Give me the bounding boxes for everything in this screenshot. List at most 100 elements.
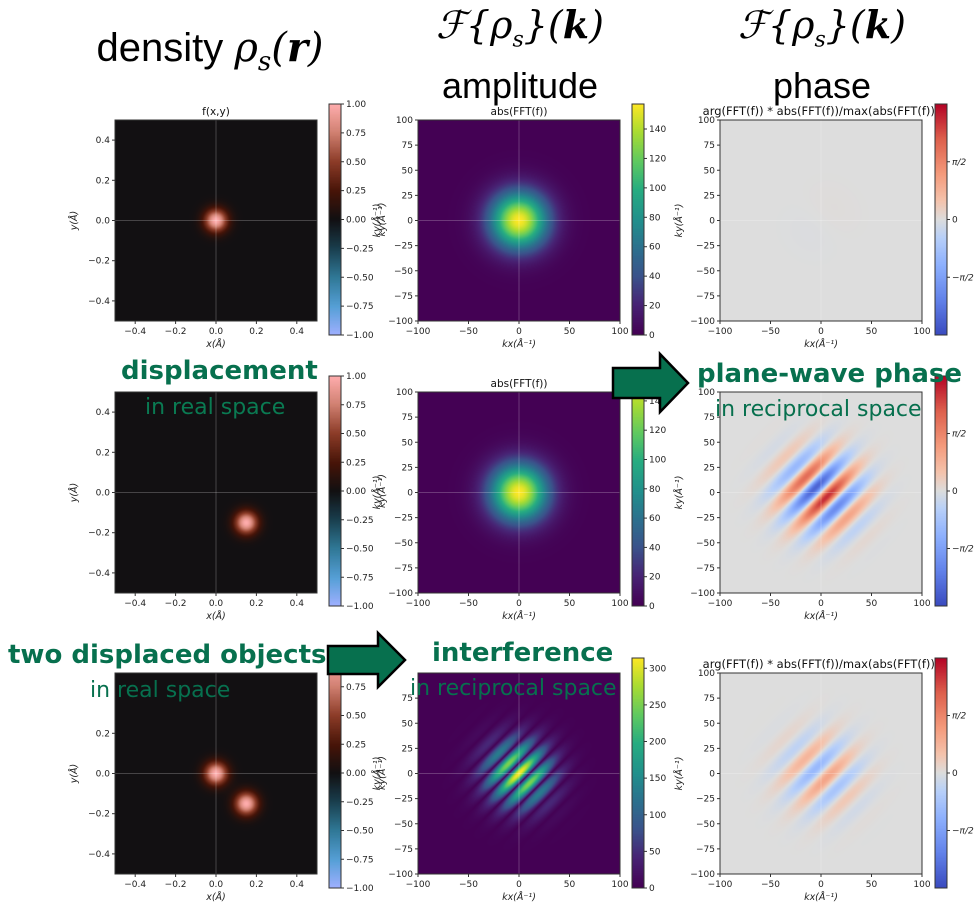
colorbar-r3c3 bbox=[935, 658, 947, 888]
plot-title: abs(FFT(f)) bbox=[491, 106, 548, 118]
y-tick-label: 50 bbox=[704, 438, 716, 448]
y-axis-label: y(Å) bbox=[68, 211, 80, 232]
colorbar-tick-label: −0.75 bbox=[346, 573, 374, 583]
x-tick-label: −50 bbox=[761, 327, 780, 337]
colorbar-tick-label: −0.50 bbox=[346, 827, 374, 837]
y-tick-label: 25 bbox=[402, 744, 413, 754]
x-tick-label: −50 bbox=[459, 880, 478, 890]
y-tick-label: 0 bbox=[407, 770, 413, 780]
y-tick-label: 100 bbox=[698, 388, 715, 398]
y-tick-label: 0.2 bbox=[96, 176, 110, 186]
y-tick-label: −25 bbox=[696, 514, 715, 524]
heatmap-r3c1 bbox=[115, 673, 317, 874]
colorbar-axis-r1c2: 140 120 100 80 60 40 20 0 bbox=[631, 103, 666, 341]
colorbar-tick-label: 300 bbox=[649, 664, 666, 674]
colorbar-tick-label: π/2 bbox=[952, 158, 966, 168]
y-tick-label: −0.2 bbox=[88, 810, 110, 820]
colorbar-tick-label: 40 bbox=[649, 543, 661, 553]
x-tick-label: −0.4 bbox=[124, 599, 146, 609]
y-tick-label: 0 bbox=[709, 770, 715, 780]
y-axis-label: ky(Å⁻¹) bbox=[371, 204, 383, 238]
colorbar-tick-label: π/2 bbox=[952, 712, 966, 722]
header-amplitude-math: ℱ{ρs}(k) bbox=[436, 2, 604, 53]
y-axis-label: ky(Å⁻¹) bbox=[673, 476, 685, 510]
colorbar-tick-label: 0 bbox=[649, 884, 655, 894]
colorbar-tick-label: 0 bbox=[952, 216, 958, 226]
rho-symbol: ρ bbox=[234, 25, 258, 71]
y-axis-label: y(Å) bbox=[68, 483, 80, 504]
annotation-plane-wave: plane-wave phase bbox=[697, 359, 962, 389]
colorbar-tick-label: 60 bbox=[649, 514, 661, 524]
colorbar-tick-label: 0 bbox=[952, 769, 958, 779]
y-axis-label: ky(Å⁻¹) bbox=[673, 757, 685, 791]
y-tick-label: −100 bbox=[690, 870, 715, 880]
colorbar-tick-label: 0 bbox=[952, 487, 958, 497]
x-tick-label: 50 bbox=[866, 880, 878, 890]
colorbar-r2c2 bbox=[632, 376, 644, 606]
y-tick-label: −0.2 bbox=[88, 529, 110, 539]
colorbar-frame bbox=[631, 103, 645, 336]
colorbar-tick-label: 1.00 bbox=[346, 100, 366, 110]
header-density-label: density bbox=[96, 26, 235, 70]
colorbar-tick-label: 0.50 bbox=[346, 430, 366, 440]
y-tick-label: 75 bbox=[402, 413, 413, 423]
x-axis-label: kx(Å⁻¹) bbox=[804, 891, 838, 903]
colorbar-axis-r2c1: 1.00 0.75 0.50 0.25 0.00 −0.25 −0.50 −0.75 −1.00… bbox=[328, 372, 388, 612]
y-tick-label: −100 bbox=[388, 317, 413, 327]
annotation-two-objects: two displaced objects bbox=[8, 640, 327, 670]
heatmap-r3c3 bbox=[720, 673, 922, 874]
colorbar-axis-r3c3: π/2 0 −π/2 bbox=[934, 657, 974, 889]
axes-r2c1: −0.4 −0.2 0.0 0.2 0.4 0.4 0.2 0.0 −0.2 −0.4 x(Å) y(… bbox=[68, 391, 318, 622]
y-tick-label: −50 bbox=[696, 539, 715, 549]
colorbar-r1c2 bbox=[632, 104, 644, 335]
axes-r2c2: abs(FFT(f)) −100 −50 0 50 100 100 75 50 25 0 −25 −50… bbox=[371, 378, 629, 622]
colorbar-label: ky(Å⁻¹) bbox=[376, 203, 388, 237]
x-tick-label: −100 bbox=[708, 599, 733, 609]
colorbar-tick-label: 100 bbox=[649, 184, 666, 194]
header-amplitude: ℱ{ρs}(k) amplitude bbox=[390, 2, 650, 108]
colorbar-tick-label: 0.75 bbox=[346, 401, 366, 411]
x-tick-label: 0.2 bbox=[249, 599, 263, 609]
colorbar-r1c3 bbox=[935, 104, 947, 335]
y-tick-label: −50 bbox=[394, 267, 413, 277]
y-tick-label: −50 bbox=[696, 267, 715, 277]
header-phase-math: ℱ{ρs}(k) bbox=[738, 2, 906, 53]
x-tick-label: 0.2 bbox=[249, 327, 263, 337]
y-tick-label: 100 bbox=[698, 669, 715, 679]
colorbar-tick-label: −1.00 bbox=[346, 331, 374, 341]
axes-r1c3: arg(FFT(f)) * abs(FFT(f))/max(abs(FFT(f)… bbox=[673, 104, 939, 350]
y-tick-label: 75 bbox=[402, 141, 413, 151]
y-tick-label: 50 bbox=[402, 719, 414, 729]
colorbar-tick-label: 0.00 bbox=[346, 487, 366, 497]
colorbar-tick-label: 140 bbox=[649, 397, 666, 407]
x-tick-label: 100 bbox=[913, 880, 930, 890]
y-tick-label: 25 bbox=[704, 463, 715, 473]
x-axis-label: kx(Å⁻¹) bbox=[502, 891, 536, 903]
colorbar-tick-label: π/2 bbox=[952, 430, 966, 440]
y-tick-label: −75 bbox=[394, 564, 413, 574]
y-tick-label: −25 bbox=[696, 795, 715, 805]
plot-title: f(x,y) bbox=[202, 106, 230, 118]
y-tick-label: 100 bbox=[396, 388, 413, 398]
x-tick-label: 0 bbox=[818, 599, 824, 609]
x-tick-label: 0 bbox=[818, 327, 824, 337]
x-tick-label: 100 bbox=[913, 327, 930, 337]
y-axis-label: ky(Å⁻¹) bbox=[371, 757, 383, 791]
y-tick-label: −50 bbox=[394, 539, 413, 549]
y-tick-label: −100 bbox=[388, 589, 413, 599]
y-tick-label: −0.4 bbox=[88, 850, 110, 860]
x-axis-label: kx(Å⁻¹) bbox=[804, 610, 838, 622]
colorbar-tick-label: 50 bbox=[649, 847, 661, 857]
x-tick-label: 0.4 bbox=[290, 880, 305, 890]
x-tick-label: −0.4 bbox=[124, 880, 146, 890]
colorbar-tick-label: −π/2 bbox=[952, 545, 974, 555]
colorbar-r3c2 bbox=[632, 658, 644, 888]
heatmap-r3c2 bbox=[418, 673, 620, 874]
colorbar-label: ky(Å⁻¹) bbox=[376, 756, 388, 790]
colorbar-tick-label: 80 bbox=[649, 485, 661, 495]
annotation-displacement-sub: in real space bbox=[145, 395, 286, 420]
heatmap-r2c2 bbox=[418, 392, 620, 593]
header-phase: ℱ{ρs}(k) phase bbox=[692, 2, 952, 108]
colorbar-tick-label: −1.00 bbox=[346, 884, 374, 894]
colorbar-frame bbox=[934, 375, 948, 607]
